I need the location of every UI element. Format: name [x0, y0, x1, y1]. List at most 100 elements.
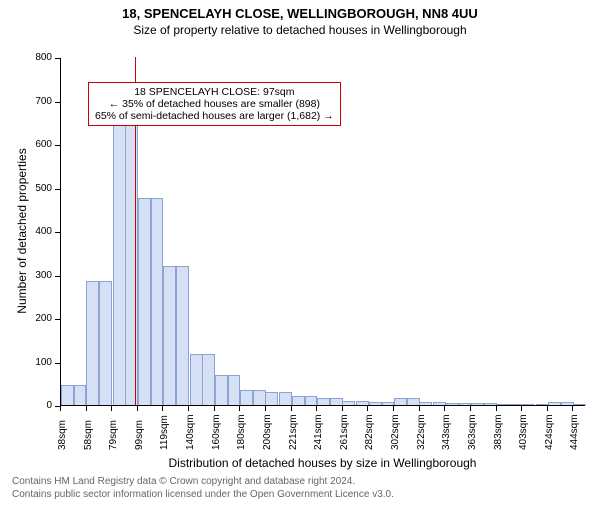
x-tick: [444, 406, 445, 411]
histogram-bar: [61, 385, 74, 405]
x-tick: [393, 406, 394, 411]
x-tick-label: 241sqm: [313, 414, 324, 450]
histogram-bar: [253, 390, 266, 405]
x-tick: [239, 406, 240, 411]
x-tick: [111, 406, 112, 411]
histogram-bar: [446, 403, 459, 405]
x-tick: [496, 406, 497, 411]
histogram-bar: [279, 392, 292, 405]
x-tick: [547, 406, 548, 411]
y-tick: [55, 232, 60, 233]
x-tick-label: 119sqm: [159, 415, 170, 450]
x-tick-label: 403sqm: [518, 414, 529, 450]
x-tick: [342, 406, 343, 411]
x-tick: [367, 406, 368, 411]
x-tick: [265, 406, 266, 411]
y-tick-label: 400: [22, 226, 52, 237]
histogram-bar: [536, 404, 549, 405]
histogram-bar: [484, 403, 497, 405]
footer-line2: Contains public sector information licen…: [12, 489, 394, 502]
histogram-bar: [522, 404, 535, 405]
histogram-bar: [317, 398, 330, 405]
chart-title: 18, SPENCELAYH CLOSE, WELLINGBOROUGH, NN…: [0, 6, 600, 21]
histogram-bar: [74, 385, 87, 405]
x-tick-label: 38sqm: [57, 420, 68, 450]
histogram-bar: [496, 404, 509, 405]
x-tick: [521, 406, 522, 411]
histogram-bar: [138, 198, 151, 405]
y-tick-label: 0: [22, 400, 52, 411]
x-tick: [137, 406, 138, 411]
histogram-bar: [86, 281, 99, 405]
x-tick-label: 424sqm: [544, 414, 555, 450]
histogram-bar: [215, 375, 228, 405]
y-tick: [55, 276, 60, 277]
histogram-bar: [228, 375, 241, 405]
y-tick-label: 300: [22, 270, 52, 281]
histogram-bar: [369, 402, 382, 405]
histogram-bar: [292, 396, 305, 405]
histogram-bar: [342, 401, 355, 405]
histogram-bar: [573, 404, 586, 405]
footer-line1: Contains HM Land Registry data © Crown c…: [12, 476, 394, 489]
histogram-bar: [202, 354, 215, 405]
x-tick-label: 444sqm: [569, 414, 580, 450]
y-tick: [55, 145, 60, 146]
x-tick: [419, 406, 420, 411]
x-tick-label: 221sqm: [288, 414, 299, 450]
x-tick: [162, 406, 163, 411]
x-axis-label: Distribution of detached houses by size …: [60, 456, 585, 470]
x-tick: [86, 406, 87, 411]
histogram-bar: [548, 402, 561, 405]
histogram-bar: [265, 392, 278, 405]
y-tick-label: 700: [22, 96, 52, 107]
x-tick-label: 140sqm: [185, 414, 196, 450]
x-tick-label: 302sqm: [390, 414, 401, 450]
histogram-bar: [330, 398, 343, 405]
histogram-bar: [305, 396, 318, 405]
x-tick-label: 58sqm: [83, 420, 94, 450]
histogram-bar: [99, 281, 112, 405]
y-tick-label: 200: [22, 313, 52, 324]
x-tick-label: 180sqm: [236, 414, 247, 450]
x-tick: [188, 406, 189, 411]
y-tick-label: 600: [22, 139, 52, 150]
y-tick-label: 800: [22, 52, 52, 63]
y-tick: [55, 58, 60, 59]
chart-subtitle: Size of property relative to detached ho…: [0, 23, 600, 37]
x-tick: [572, 406, 573, 411]
y-tick-label: 500: [22, 183, 52, 194]
x-tick-label: 343sqm: [441, 414, 452, 450]
x-tick: [60, 406, 61, 411]
x-tick-label: 383sqm: [493, 414, 504, 450]
x-tick-label: 363sqm: [467, 414, 478, 450]
y-tick: [55, 363, 60, 364]
histogram-bar: [561, 402, 574, 405]
histogram-bar: [471, 403, 484, 405]
y-tick: [55, 102, 60, 103]
histogram-bar: [382, 402, 395, 405]
histogram-bar: [509, 404, 522, 405]
histogram-bar: [176, 266, 189, 405]
histogram-bar: [240, 390, 253, 405]
annotation-box: 18 SPENCELAYH CLOSE: 97sqm ← 35% of deta…: [88, 82, 341, 126]
x-tick: [291, 406, 292, 411]
histogram-bar: [394, 398, 407, 405]
x-tick-label: 200sqm: [262, 414, 273, 450]
annotation-line1: 18 SPENCELAYH CLOSE: 97sqm: [95, 86, 334, 98]
x-tick-label: 79sqm: [108, 420, 119, 450]
x-tick: [316, 406, 317, 411]
y-tick: [55, 319, 60, 320]
annotation-line3: 65% of semi-detached houses are larger (…: [95, 110, 334, 122]
histogram-bar: [113, 114, 126, 405]
x-tick-label: 261sqm: [339, 414, 350, 450]
x-tick-label: 282sqm: [364, 414, 375, 450]
y-tick: [55, 189, 60, 190]
x-tick-label: 160sqm: [211, 414, 222, 450]
x-tick: [214, 406, 215, 411]
histogram-bar: [419, 402, 432, 405]
histogram-bar: [407, 398, 420, 405]
histogram-bar: [190, 354, 203, 405]
x-tick-label: 322sqm: [416, 414, 427, 450]
histogram-bar: [151, 198, 164, 405]
